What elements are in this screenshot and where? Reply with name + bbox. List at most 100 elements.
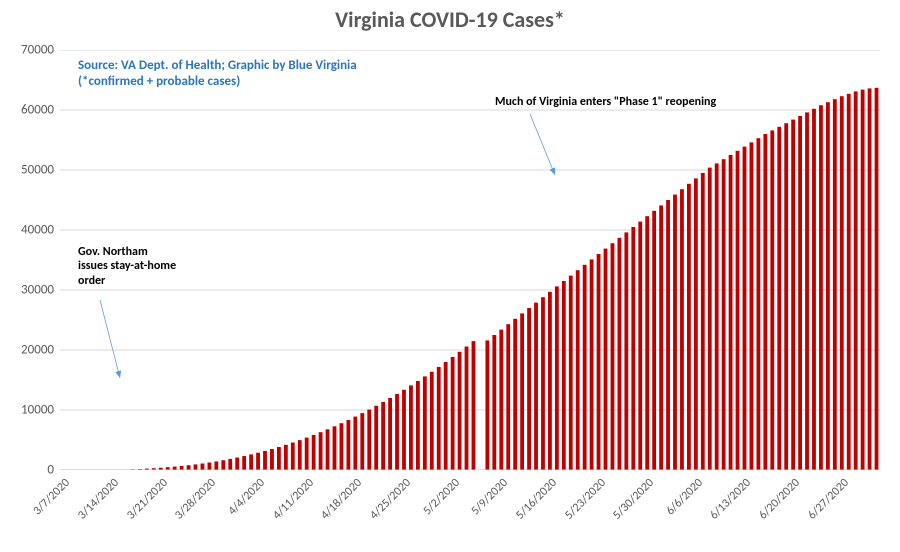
plot-area: [60, 50, 880, 470]
bar: [701, 173, 705, 470]
bar: [340, 423, 344, 470]
y-tick-label: 70000: [21, 43, 54, 58]
bar: [353, 417, 357, 470]
bar: [305, 438, 309, 470]
y-tick-label: 40000: [21, 223, 54, 238]
bar: [826, 102, 830, 470]
chart-container: Virginia COVID-19 Cases* 0 10000 20000 3000…: [0, 0, 900, 552]
bar: [326, 429, 330, 470]
bar: [346, 420, 350, 470]
source-text: Source: VA Dept. of Health; Graphic by B…: [78, 58, 357, 91]
bar: [875, 88, 879, 470]
x-tick-label: 5/16/2020: [513, 476, 560, 523]
bar: [763, 134, 767, 470]
bar: [360, 413, 364, 470]
bar: [784, 123, 788, 470]
bar: [277, 447, 281, 470]
x-tick-label: 6/13/2020: [708, 476, 755, 523]
bar: [555, 286, 559, 470]
bar: [583, 265, 587, 470]
x-tick-label: 5/2/2020: [420, 476, 462, 518]
bar: [576, 270, 580, 470]
bar: [854, 91, 858, 470]
x-tick-label: 6/6/2020: [663, 476, 705, 518]
bar: [722, 159, 726, 470]
bar: [687, 184, 691, 470]
bar: [423, 376, 427, 470]
bar: [805, 112, 809, 470]
bar: [221, 460, 225, 470]
bars: [117, 88, 878, 470]
bar: [611, 243, 615, 470]
bar: [214, 461, 218, 470]
bar: [381, 402, 385, 470]
chart-title: Virginia COVID-19 Cases*: [0, 6, 900, 33]
x-tick-label: 4/4/2020: [226, 476, 268, 518]
bar: [249, 454, 253, 470]
bar: [590, 259, 594, 470]
bar: [756, 138, 760, 470]
x-tick-label: 3/21/2020: [124, 476, 171, 523]
source-line2: (*confirmed + probable cases): [78, 74, 357, 90]
bar: [840, 96, 844, 470]
source-line1: Source: VA Dept. of Health; Graphic by B…: [78, 58, 357, 74]
annotation-phase1: Much of Virginia enters "Phase 1" reopen…: [495, 95, 755, 109]
bar: [374, 406, 378, 470]
y-tick-label: 20000: [21, 343, 54, 358]
x-tick-label: 4/25/2020: [367, 476, 414, 523]
bar: [319, 432, 323, 470]
bar: [367, 410, 371, 470]
bar: [298, 440, 302, 470]
y-tick-label: 10000: [21, 403, 54, 418]
bar: [520, 313, 524, 470]
bar: [750, 142, 754, 470]
bar: [506, 324, 510, 470]
bar: [736, 151, 740, 470]
bar: [513, 319, 517, 470]
bar: [228, 459, 232, 470]
bar: [492, 335, 496, 470]
bar: [208, 463, 212, 471]
bar: [458, 352, 462, 470]
bar: [694, 178, 698, 470]
bar: [569, 276, 573, 470]
plot-svg: [60, 50, 880, 470]
x-tick-label: 3/28/2020: [173, 476, 220, 523]
bar: [861, 90, 865, 470]
x-tick-label: 6/20/2020: [756, 476, 803, 523]
bar: [618, 238, 622, 470]
bar: [777, 127, 781, 470]
bar: [652, 211, 656, 470]
bar: [416, 381, 420, 470]
bar: [548, 292, 552, 470]
bar: [263, 451, 267, 470]
y-tick-label: 60000: [21, 103, 54, 118]
bar: [680, 189, 684, 470]
y-tick-label: 30000: [21, 283, 54, 298]
bar: [541, 297, 545, 470]
x-tick-label: 3/7/2020: [31, 476, 73, 518]
bar: [743, 147, 747, 470]
y-tick-label: 0: [47, 463, 54, 478]
bar: [527, 308, 531, 470]
bar: [604, 249, 608, 470]
bar: [437, 367, 441, 470]
bar: [444, 362, 448, 470]
bar: [430, 372, 434, 470]
bar: [402, 390, 406, 470]
bar: [562, 281, 566, 470]
bar: [812, 109, 816, 470]
bar: [291, 443, 295, 470]
y-tick-label: 50000: [21, 163, 54, 178]
bar: [770, 130, 774, 470]
bar: [534, 303, 538, 470]
bar: [597, 254, 601, 470]
bar: [270, 449, 274, 470]
x-tick-label: 6/27/2020: [805, 476, 852, 523]
x-tick-label: 4/18/2020: [319, 476, 366, 523]
x-tick-label: 5/9/2020: [469, 476, 511, 518]
bar: [645, 216, 649, 470]
bar: [499, 330, 503, 470]
bar: [485, 340, 489, 470]
bar: [333, 426, 337, 470]
